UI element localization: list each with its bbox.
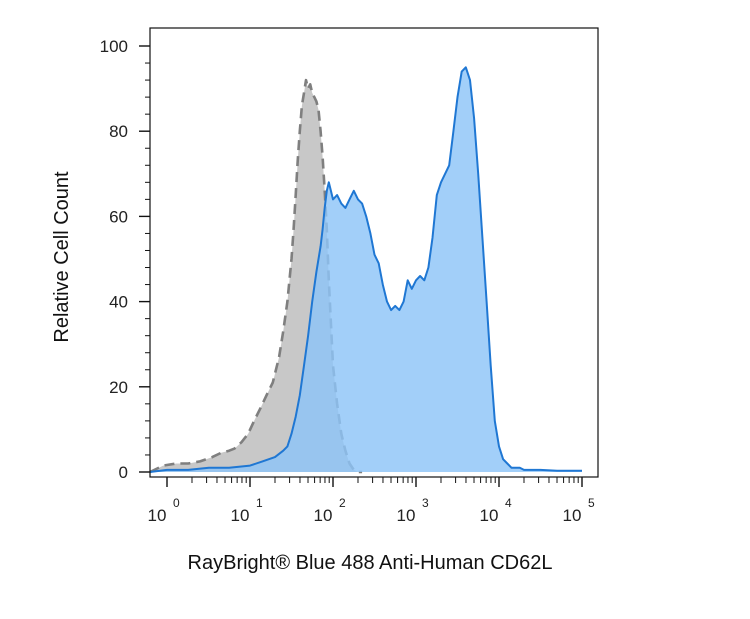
- x-tick-label-base: 10: [480, 506, 499, 525]
- y-tick-label: 100: [100, 37, 128, 56]
- x-tick-label-base: 10: [563, 506, 582, 525]
- x-tick-label-base: 10: [314, 506, 333, 525]
- x-tick-label-exponent: 0: [173, 496, 180, 510]
- plot-layer: [149, 66, 582, 474]
- x-tick-label-base: 10: [231, 506, 250, 525]
- series-stained-line: [149, 66, 582, 473]
- y-tick-label: 0: [119, 463, 128, 482]
- y-axis-title: Relative Cell Count: [51, 171, 73, 343]
- x-tick-label-exponent: 1: [256, 496, 263, 510]
- y-tick-label: 40: [109, 293, 128, 312]
- y-tick-label: 80: [109, 122, 128, 141]
- y-tick-label: 20: [109, 378, 128, 397]
- x-axis-title: RayBright® Blue 488 Anti-Human CD62L: [188, 552, 553, 574]
- series-stained-fill: [150, 67, 582, 473]
- x-tick-label-base: 10: [397, 506, 416, 525]
- x-tick-label-exponent: 5: [588, 496, 595, 510]
- x-tick-label-exponent: 2: [339, 496, 346, 510]
- x-tick-label-exponent: 3: [422, 496, 429, 510]
- x-tick-label-base: 10: [148, 506, 167, 525]
- plot-frame: [149, 27, 599, 478]
- y-tick-label: 60: [109, 207, 128, 226]
- x-tick-label-exponent: 4: [505, 496, 512, 510]
